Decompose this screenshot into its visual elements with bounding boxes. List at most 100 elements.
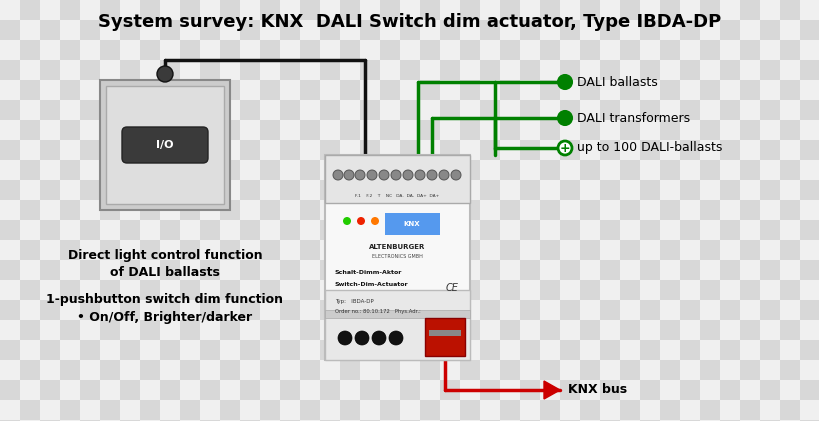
Bar <box>579 380 600 400</box>
Bar <box>699 260 719 280</box>
Bar <box>40 380 60 400</box>
Bar <box>219 40 240 60</box>
Text: • On/Off, Brighter/darker: • On/Off, Brighter/darker <box>77 311 252 323</box>
Bar <box>80 300 100 320</box>
Bar <box>440 120 459 140</box>
Bar <box>540 220 559 240</box>
Bar <box>440 380 459 400</box>
Bar <box>519 240 540 260</box>
Bar <box>40 260 60 280</box>
Bar <box>759 360 779 380</box>
Bar <box>699 320 719 340</box>
Bar <box>440 300 459 320</box>
Bar <box>360 160 379 180</box>
Bar <box>719 280 739 300</box>
Bar <box>759 260 779 280</box>
Polygon shape <box>543 381 559 399</box>
Bar <box>219 160 240 180</box>
Bar <box>699 400 719 420</box>
Bar <box>719 20 739 40</box>
Bar <box>739 240 759 260</box>
Bar <box>300 340 319 360</box>
Bar <box>419 60 440 80</box>
Bar <box>459 320 479 340</box>
Bar <box>100 240 120 260</box>
Bar <box>459 260 479 280</box>
Bar <box>300 380 319 400</box>
Bar <box>180 120 200 140</box>
Bar <box>319 320 340 340</box>
Bar <box>20 320 40 340</box>
Circle shape <box>355 331 369 345</box>
Bar <box>440 0 459 20</box>
Bar <box>319 240 340 260</box>
Bar <box>799 140 819 160</box>
Bar <box>0 100 20 120</box>
Bar <box>519 120 540 140</box>
Bar <box>459 180 479 200</box>
Bar <box>40 0 60 20</box>
Bar <box>20 200 40 220</box>
Bar <box>60 220 80 240</box>
Bar <box>20 80 40 100</box>
Bar <box>479 180 500 200</box>
Bar <box>699 100 719 120</box>
Bar <box>400 400 419 420</box>
Bar <box>120 160 140 180</box>
Bar <box>0 0 20 20</box>
FancyBboxPatch shape <box>122 127 208 163</box>
Bar <box>739 300 759 320</box>
Bar <box>419 200 440 220</box>
Bar <box>440 100 459 120</box>
Bar <box>20 360 40 380</box>
Bar <box>619 340 639 360</box>
Circle shape <box>333 170 342 180</box>
Bar <box>639 160 659 180</box>
Bar <box>324 290 469 360</box>
Bar <box>360 300 379 320</box>
Bar <box>60 180 80 200</box>
Bar <box>579 0 600 20</box>
Bar <box>659 420 679 421</box>
Bar <box>20 400 40 420</box>
Bar <box>140 120 160 140</box>
Text: Order no.: 80.10.172   Phys.Adr.:: Order no.: 80.10.172 Phys.Adr.: <box>335 309 420 314</box>
Bar <box>300 420 319 421</box>
Text: of DALI ballasts: of DALI ballasts <box>110 266 219 279</box>
Bar <box>500 300 519 320</box>
Bar <box>20 300 40 320</box>
Bar <box>20 280 40 300</box>
Bar <box>279 400 300 420</box>
Bar <box>240 40 260 60</box>
Bar <box>540 0 559 20</box>
Bar <box>300 280 319 300</box>
Bar <box>279 80 300 100</box>
Bar <box>160 80 180 100</box>
Bar <box>419 180 440 200</box>
Bar <box>639 340 659 360</box>
Bar <box>739 320 759 340</box>
Bar <box>559 260 579 280</box>
Bar <box>80 400 100 420</box>
Bar <box>679 380 699 400</box>
Bar <box>759 40 779 60</box>
Bar <box>419 160 440 180</box>
Bar <box>759 20 779 40</box>
Bar <box>799 400 819 420</box>
Bar <box>319 40 340 60</box>
Bar <box>799 360 819 380</box>
Bar <box>260 320 279 340</box>
Bar <box>260 300 279 320</box>
Bar <box>140 180 160 200</box>
Circle shape <box>378 170 388 180</box>
Bar <box>360 60 379 80</box>
Bar <box>600 0 619 20</box>
Bar <box>440 280 459 300</box>
Bar <box>719 180 739 200</box>
Bar <box>160 60 180 80</box>
Bar <box>379 0 400 20</box>
Bar <box>459 300 479 320</box>
Bar <box>80 260 100 280</box>
Bar <box>379 140 400 160</box>
Bar <box>219 380 240 400</box>
